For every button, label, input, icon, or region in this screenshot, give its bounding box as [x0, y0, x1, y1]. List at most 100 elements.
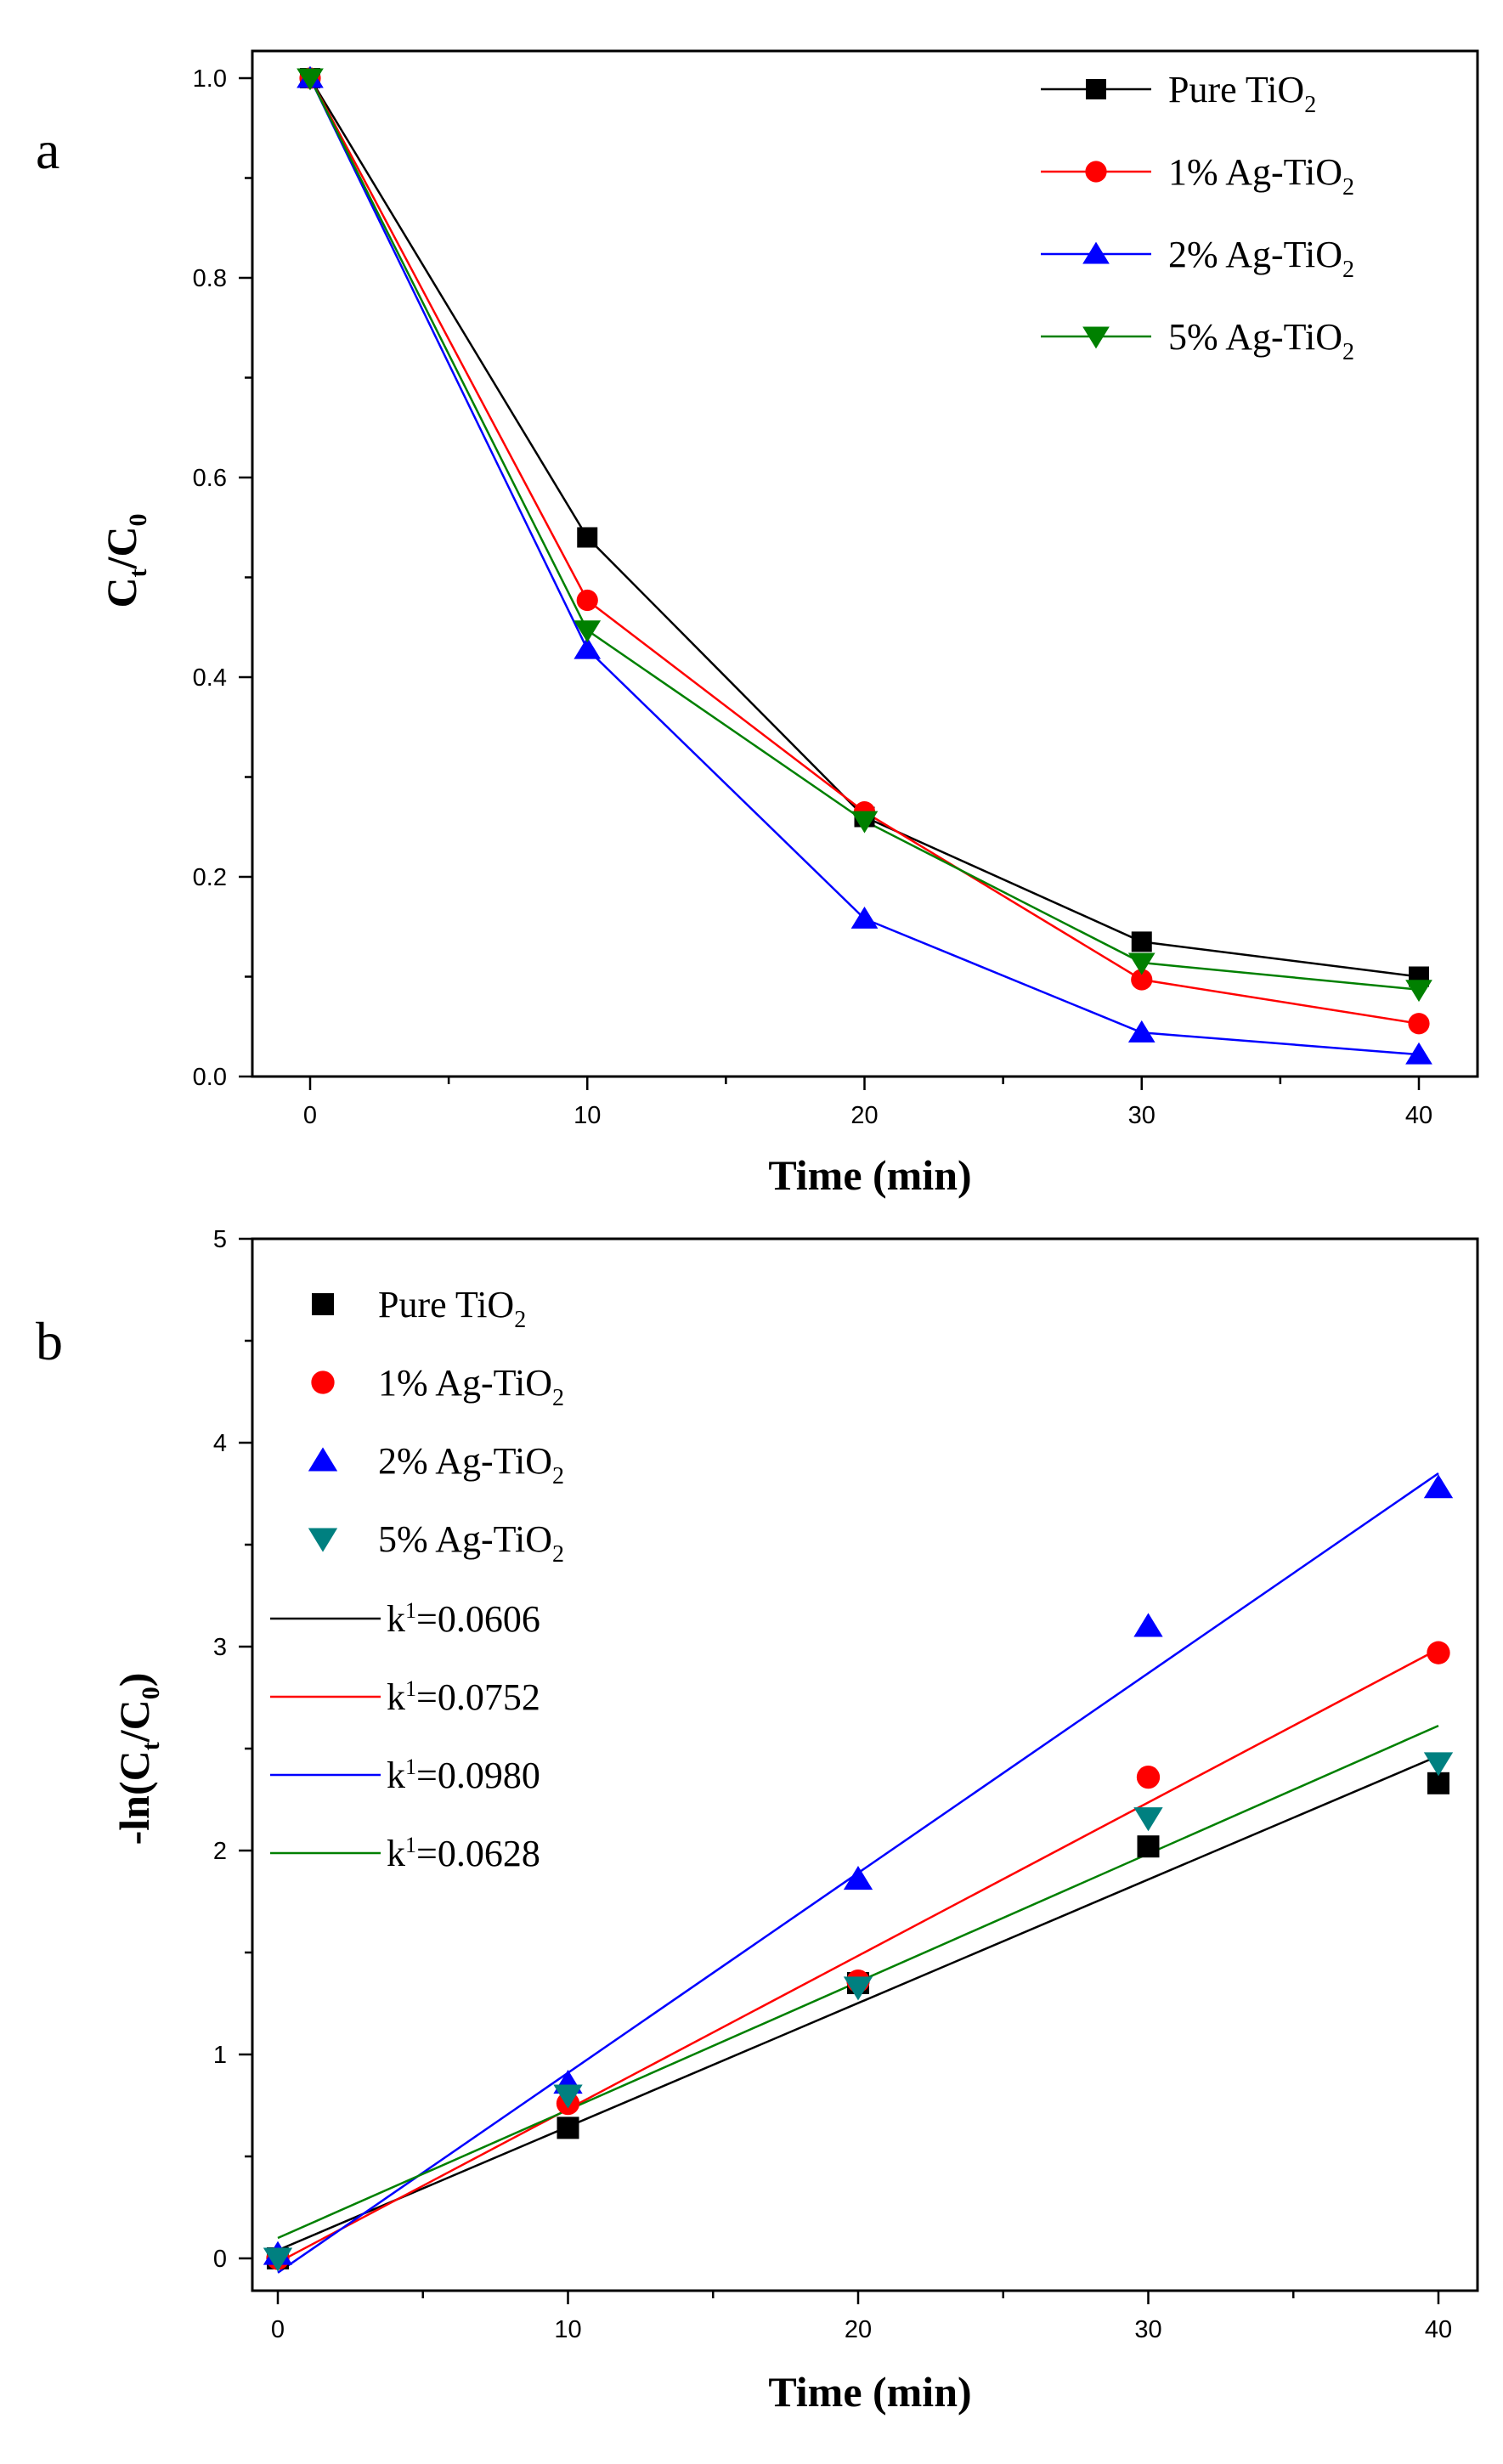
- chart-b-legend-fit-k: k: [387, 1833, 405, 1874]
- chart-b-legend-fit-k: k: [387, 1755, 405, 1796]
- chart-a-point: [1127, 952, 1156, 975]
- a-ytick-label: 0.0: [193, 1064, 227, 1091]
- chart-a-legend-label-sub: 2: [1342, 174, 1354, 201]
- chart-a-point: [1408, 1013, 1430, 1035]
- chart-a-point: [576, 589, 598, 612]
- b-ytick-label: 5: [213, 1226, 227, 1253]
- chart-a-point: [1131, 969, 1153, 991]
- chart-a-ylabel-mid: /C: [98, 526, 145, 569]
- chart-b-legend-marker: [311, 1370, 335, 1394]
- chart-a-point: [574, 620, 602, 643]
- b-xtick-label: 40: [1425, 2316, 1452, 2343]
- b-ytick-label: 3: [213, 1634, 227, 1661]
- panel-a-letter: a: [36, 120, 59, 180]
- chart-b-point: [843, 1976, 873, 2001]
- panel-b-letter: b: [36, 1311, 63, 1371]
- chart-b-legend-fit-label: k1=0.0980: [387, 1755, 540, 1796]
- a-xtick-label: 30: [1128, 1102, 1156, 1129]
- chart-a-ylabel-sub2: 0: [124, 513, 152, 526]
- chart-b-point: [263, 2247, 293, 2272]
- chart-b-legend-fit-value: =0.0606: [416, 1598, 540, 1640]
- chart-b-legend-fit-sup: 1: [405, 1598, 416, 1623]
- chart-b-ylabel-main: -ln(C: [110, 1750, 158, 1845]
- chart-b-legend-label-sub: 2: [514, 1307, 526, 1333]
- chart-a-point: [1127, 1020, 1156, 1043]
- chart-b-ylabel-sub2: 0: [137, 1687, 165, 1699]
- b-ytick-label: 0: [213, 2246, 227, 2273]
- chart-b-legend-fit-value: =0.0628: [416, 1833, 540, 1874]
- chart-b-legend-marker: [308, 1528, 338, 1552]
- b-xtick-label: 30: [1134, 2316, 1161, 2343]
- chart-a-legend-label: 1% Ag-TiO2: [1168, 151, 1354, 201]
- chart-b-legend-label: 2% Ag-TiO2: [378, 1440, 564, 1489]
- chart-a-ylabel-main: C: [98, 577, 145, 608]
- chart-b-legend-fit-value: =0.0980: [416, 1755, 540, 1796]
- chart-a-ylabel-sub1: t: [124, 568, 152, 577]
- chart-a-point: [1131, 931, 1152, 952]
- chart-b-legend-label: 1% Ag-TiO2: [378, 1362, 564, 1411]
- chart-b-legend-fit-label: k1=0.0628: [387, 1833, 540, 1874]
- chart-b-legend-label: Pure TiO2: [378, 1284, 526, 1333]
- chart-a-point: [1405, 1042, 1432, 1065]
- b-ytick-label: 2: [213, 1838, 227, 1865]
- chart-b-legend-label-sub: 2: [552, 1385, 564, 1411]
- chart-a-point: [850, 906, 879, 929]
- chart-a-point: [577, 527, 598, 548]
- chart-b-legend-fit-k: k: [387, 1598, 405, 1640]
- chart-b-fit-line: [277, 1755, 1439, 2252]
- chart-b-legend-fit-sup: 1: [405, 1676, 416, 1701]
- chart-b-legend-label-main: 1% Ag-TiO: [378, 1362, 552, 1404]
- chart-a-legend-label: Pure TiO2: [1168, 69, 1316, 118]
- chart-b-point: [1137, 1835, 1160, 1858]
- chart-a-point: [297, 68, 324, 91]
- chart-a-legend-label-sub: 2: [1304, 92, 1316, 118]
- chart-b-ylabel-end: ): [110, 1673, 158, 1687]
- chart-a-xlabel: Time (min): [768, 1151, 971, 1199]
- chart-a-legend-marker: [1086, 79, 1106, 99]
- chart-a-legend-label-main: 2% Ag-TiO: [1168, 234, 1342, 275]
- chart-b-point: [1133, 1807, 1163, 1832]
- chart-a-legend-label-main: 5% Ag-TiO: [1168, 316, 1342, 358]
- chart-a-legend-label-main: Pure TiO: [1168, 69, 1304, 110]
- a-ytick-label: 0.4: [193, 664, 227, 692]
- chart-b-legend-label: 5% Ag-TiO2: [378, 1518, 564, 1568]
- chart-b-legend-fit-k: k: [387, 1676, 405, 1718]
- a-ytick-label: 0.8: [193, 265, 227, 292]
- chart-a-series-line: [308, 77, 1420, 1025]
- chart-b-fit-line: [277, 1647, 1439, 2263]
- chart-b-legend-label-sub: 2: [552, 1541, 564, 1568]
- chart-b-ylabel: -ln(Ct/C0): [110, 1673, 165, 1845]
- chart-b-legend-marker: [312, 1293, 334, 1315]
- chart-a-point: [574, 636, 602, 659]
- chart-b-point: [1136, 1765, 1161, 1789]
- chart-a: 0 10 20 30 400.00.20.40.60.81.0 Time (min) C…: [98, 49, 1479, 1199]
- a-xtick-label: 20: [850, 1102, 878, 1129]
- chart-b-point: [1423, 1752, 1454, 1777]
- chart-b-legend-fit-sup: 1: [405, 1755, 416, 1779]
- b-ytick-label: 1: [213, 2042, 227, 2069]
- b-xtick-label: 10: [554, 2316, 581, 2343]
- chart-b-legend-label-main: Pure TiO: [378, 1284, 514, 1325]
- chart-b-legend-marker: [308, 1447, 338, 1472]
- chart-a-series-line: [308, 77, 1420, 992]
- chart-a-point: [850, 811, 879, 834]
- a-xtick-label: 40: [1405, 1102, 1432, 1129]
- b-ytick-label: 4: [213, 1430, 227, 1457]
- chart-b-legend-fit-value: =0.0752: [416, 1676, 540, 1718]
- chart-b-frame: [251, 1237, 1479, 2292]
- chart-b-point: [1427, 1641, 1450, 1664]
- chart-a-point: [1405, 980, 1432, 1003]
- chart-a-series-line: [308, 77, 1420, 978]
- chart-b-point: [1423, 1474, 1454, 1499]
- a-ytick-label: 0.2: [193, 864, 227, 891]
- chart-a-legend-label: 5% Ag-TiO2: [1168, 316, 1354, 365]
- chart-a-legend-label-sub: 2: [1342, 339, 1354, 365]
- chart-b-legend-fit-label: k1=0.0752: [387, 1676, 540, 1718]
- chart-b-legend-label-sub: 2: [552, 1463, 564, 1489]
- a-xtick-label: 0: [303, 1102, 317, 1129]
- chart-b-legend-fit-label: k1=0.0606: [387, 1598, 540, 1640]
- a-xtick-label: 10: [574, 1102, 601, 1129]
